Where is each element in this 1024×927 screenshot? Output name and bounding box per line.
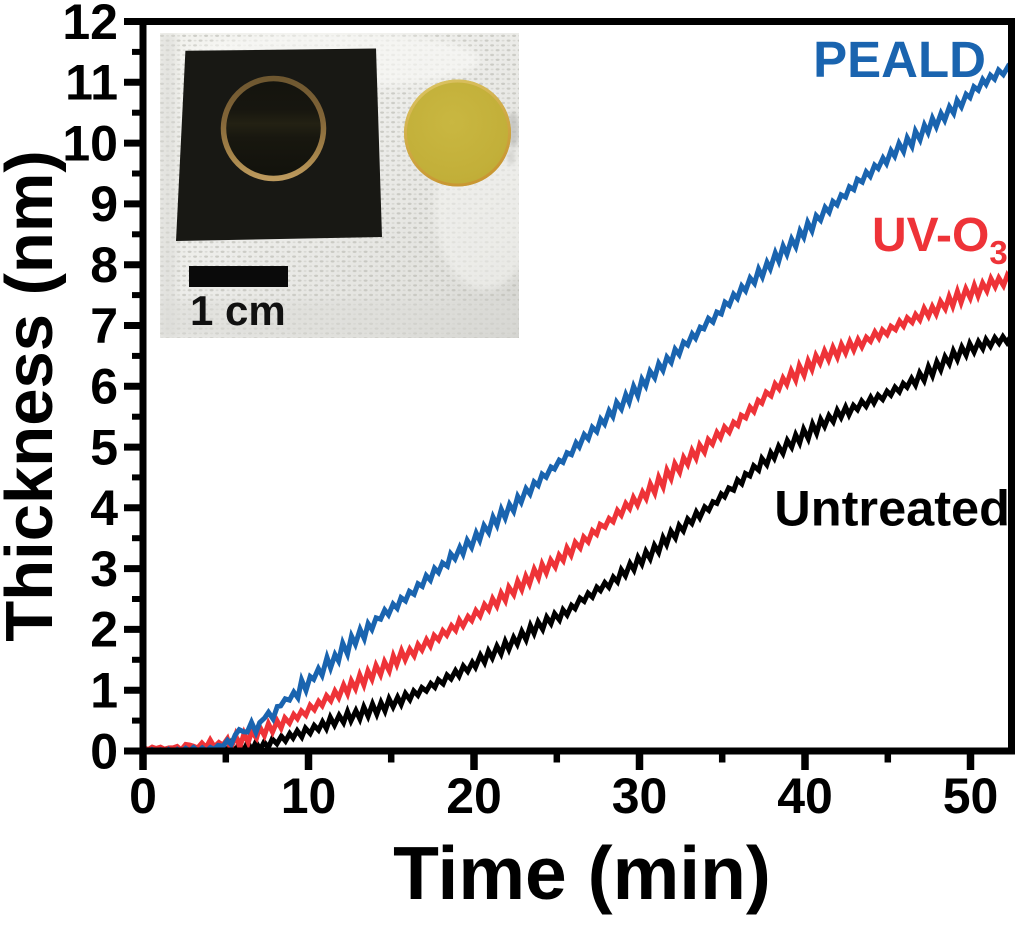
svg-text:11: 11 bbox=[65, 55, 118, 111]
svg-text:4: 4 bbox=[90, 480, 118, 536]
svg-text:7: 7 bbox=[90, 298, 118, 354]
svg-text:0: 0 bbox=[129, 768, 157, 824]
svg-text:10: 10 bbox=[62, 115, 118, 171]
svg-text:6: 6 bbox=[90, 359, 118, 415]
svg-text:2: 2 bbox=[90, 602, 118, 658]
svg-text:3: 3 bbox=[90, 541, 118, 597]
svg-text:0: 0 bbox=[90, 723, 118, 779]
svg-text:8: 8 bbox=[90, 237, 118, 293]
svg-text:1: 1 bbox=[90, 663, 118, 719]
svg-text:40: 40 bbox=[777, 768, 833, 824]
svg-text:12: 12 bbox=[62, 0, 118, 50]
svg-text:Thickness (nm): Thickness (nm) bbox=[0, 150, 67, 641]
svg-text:10: 10 bbox=[281, 768, 337, 824]
svg-text:5: 5 bbox=[90, 419, 118, 475]
svg-text:30: 30 bbox=[612, 768, 668, 824]
svg-text:Untreated: Untreated bbox=[774, 480, 1010, 537]
svg-text:50: 50 bbox=[943, 768, 999, 824]
svg-text:PEALD: PEALD bbox=[813, 31, 986, 88]
svg-text:Time (min): Time (min) bbox=[393, 831, 771, 915]
svg-text:UV-O3: UV-O3 bbox=[872, 209, 1008, 271]
svg-text:1 cm: 1 cm bbox=[190, 287, 286, 334]
svg-text:9: 9 bbox=[90, 176, 118, 232]
svg-text:20: 20 bbox=[446, 768, 502, 824]
